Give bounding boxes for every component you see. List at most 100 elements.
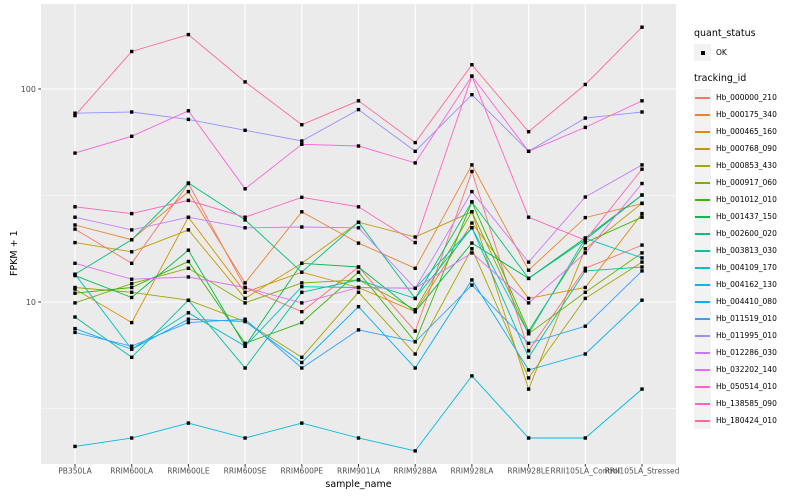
data-point [300,261,304,265]
data-point [413,340,417,344]
legend-item-label: Hb_004109_170 [716,263,777,272]
data-point [300,355,304,359]
legend-item: Hb_000000_210 [694,89,777,106]
data-point [186,317,191,321]
legend-item: Hb_012286_030 [694,344,777,361]
y-tick-label: 10 [26,298,36,307]
legend-line-swatch [695,215,710,218]
legend-item-label: Hb_002600_020 [716,229,777,238]
legend-item: Hb_004109_170 [694,259,777,276]
legend-line-swatch [695,402,710,405]
data-point [73,215,77,219]
data-point [583,266,587,270]
legend-item-label: Hb_011995_010 [716,331,777,340]
legend-line-swatch [695,164,710,167]
data-point [583,82,587,87]
data-point [186,259,191,264]
data-point [640,256,644,260]
data-point [583,296,587,301]
data-point [583,436,587,440]
legend-item-label: Hb_012286_030 [716,348,777,357]
legend-key-box [694,344,711,361]
data-point [300,360,304,365]
legend-line-swatch [695,181,710,184]
data-point [243,128,247,132]
legend-item: Hb_000917_060 [694,174,777,191]
data-point [640,251,644,255]
data-point [356,305,361,309]
legend-line-swatch [695,147,710,150]
legend-item-label: Hb_138585_090 [716,399,777,408]
data-point [583,240,587,245]
data-point [186,298,191,302]
data-point [526,268,531,272]
data-point [186,117,191,122]
legend-line-swatch [695,249,710,252]
data-point [640,387,644,391]
data-point [300,320,304,325]
legend-item: Hb_000768_090 [694,140,777,157]
legend-line-swatch [695,368,710,371]
data-point [413,149,417,153]
data-point [300,290,304,294]
x-tick-label: RRII105LA_Control [551,467,621,476]
data-point [130,211,134,216]
data-point [583,251,587,255]
data-point [640,193,644,197]
data-point [470,283,474,287]
data-point [583,247,587,251]
data-point [470,221,474,225]
data-point [526,376,531,380]
data-point [243,226,247,230]
data-point [583,195,587,199]
legend-item-label: Hb_000465_160 [716,127,777,136]
legend-item: Hb_011519_010 [694,310,777,327]
data-point [640,99,644,103]
data-point [356,226,361,230]
legend-item: Hb_050514_010 [694,378,777,395]
data-point [73,326,77,331]
data-point [243,319,247,324]
data-point [470,163,474,167]
data-point [356,290,361,294]
data-point [356,285,361,290]
data-point [640,269,644,273]
legend-item: Hb_000175_340 [694,106,777,123]
data-point [243,285,247,290]
data-point [243,296,247,301]
legend: quant_status OK tracking_id Hb_000000_21… [694,28,777,429]
legend-item: Hb_003813_030 [694,242,777,259]
data-point [413,308,417,312]
data-point [413,329,417,333]
data-point [356,270,361,274]
legend-line-swatch [695,198,710,201]
data-point [526,276,531,281]
legend-item-label: Hb_001437_150 [716,212,777,221]
data-point [470,169,474,174]
data-point [526,349,531,353]
data-point [186,32,191,37]
data-point [186,181,191,185]
data-point [470,247,474,251]
data-point [186,109,191,113]
data-point [73,240,77,245]
legend-line-swatch [695,113,710,116]
legend-line-swatch [695,232,710,235]
data-point [300,366,304,370]
data-point [130,436,134,440]
legend-key-box [694,89,711,106]
legend-key-box [694,361,711,378]
data-point [186,421,191,425]
data-point [470,93,474,97]
data-point [186,198,191,203]
legend-item-label: Hb_000000_210 [716,93,777,102]
legend-line-swatch [695,334,710,337]
legend-line-swatch [695,419,710,422]
data-point [73,113,77,118]
data-point [243,187,247,191]
legend-item-label: Hb_011519_010 [716,314,777,323]
legend-key-box [694,412,711,429]
legend-item: Hb_000853_430 [694,157,777,174]
data-point [640,298,644,302]
